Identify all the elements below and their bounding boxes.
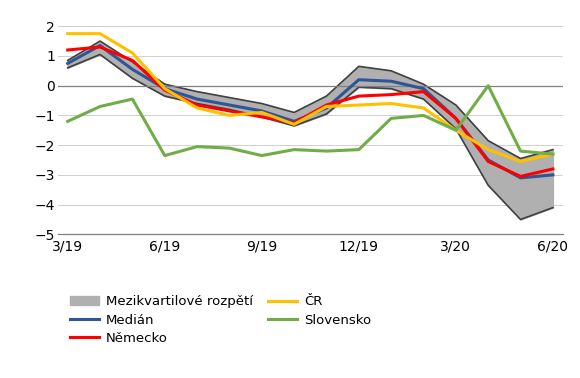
- Legend: Mezikvartilové rozpětí, Medián, Německo, ČR, Slovensko: Mezikvartilové rozpětí, Medián, Německo,…: [64, 290, 376, 350]
